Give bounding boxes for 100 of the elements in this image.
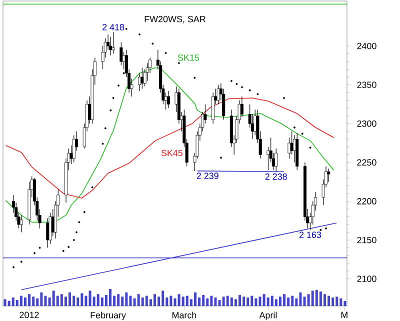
annotation: 2 239 <box>196 172 218 180</box>
bar <box>274 299 278 306</box>
candlestick <box>48 212 52 244</box>
candlestick <box>112 32 115 54</box>
bar <box>84 296 88 306</box>
series-label: SK45 <box>161 150 182 156</box>
bar <box>250 296 254 306</box>
bar <box>303 296 306 306</box>
bar <box>344 300 346 306</box>
candlestick <box>212 92 215 124</box>
bar <box>291 296 294 306</box>
bar <box>234 299 237 306</box>
bar <box>336 296 338 306</box>
y-tick-label: 2250 <box>357 159 376 166</box>
bar <box>182 296 184 306</box>
y-tick-label: 2300 <box>357 120 376 127</box>
bar <box>323 294 326 306</box>
bar <box>100 298 104 306</box>
bar <box>137 294 140 306</box>
bar <box>8 300 10 306</box>
y-tick-label: 2150 <box>357 236 376 244</box>
bar <box>125 292 128 306</box>
bar <box>218 300 221 306</box>
bar <box>40 292 43 306</box>
bar <box>287 298 290 306</box>
candlestick <box>166 90 170 108</box>
y-tick-label: 2350 <box>357 82 376 88</box>
bar <box>206 298 209 306</box>
y-tick-label: 2200 <box>357 198 376 204</box>
bar <box>162 290 164 306</box>
bar <box>246 298 250 306</box>
bar <box>129 296 132 306</box>
bar <box>226 296 229 306</box>
bar <box>283 294 286 306</box>
x-tick-label: March <box>172 312 196 318</box>
bar <box>16 300 18 306</box>
bar <box>24 298 27 306</box>
bar <box>186 296 188 306</box>
bar <box>32 296 35 306</box>
bar <box>270 296 274 306</box>
bar <box>178 294 180 306</box>
bar <box>299 292 302 306</box>
bar <box>262 294 266 306</box>
bar <box>328 296 330 306</box>
bar <box>28 294 31 306</box>
candlestick <box>109 36 112 56</box>
y-tick-label: 2400 <box>357 42 376 50</box>
bar <box>319 292 322 306</box>
bar <box>145 296 148 306</box>
bar <box>315 290 318 306</box>
candlestick <box>20 214 23 233</box>
annotation: 2 238 <box>265 173 287 180</box>
bar <box>64 296 67 306</box>
bar <box>20 296 22 306</box>
bar <box>52 290 55 306</box>
bar <box>133 298 136 306</box>
bar <box>254 298 258 306</box>
bar <box>44 296 47 306</box>
bar <box>68 292 72 306</box>
candlestick <box>72 134 76 163</box>
candlestick <box>216 84 220 105</box>
candlestick <box>240 96 244 118</box>
bar <box>4 299 6 306</box>
candlestick <box>120 42 123 66</box>
bar <box>96 294 100 306</box>
bar <box>60 294 63 306</box>
bar <box>121 296 124 306</box>
bar <box>258 296 262 306</box>
candlestick <box>164 92 168 110</box>
bar <box>202 294 205 306</box>
bar <box>12 298 14 306</box>
x-tick-label: 2012 <box>20 312 39 318</box>
annotation: 2 163 <box>299 232 322 238</box>
text: FW20WS, SAR <box>144 16 206 24</box>
x-tick-label: February <box>90 312 126 320</box>
bar <box>307 294 310 306</box>
x-tick-label: M <box>341 312 348 318</box>
bar <box>141 298 144 306</box>
bar <box>222 296 225 306</box>
annotation: 2 418 <box>102 24 124 30</box>
bar <box>230 298 233 306</box>
bar <box>117 294 120 306</box>
bar <box>266 298 270 306</box>
bar <box>332 298 334 306</box>
candlestick <box>274 148 278 172</box>
bar <box>242 296 246 306</box>
bar <box>311 290 314 306</box>
line-series <box>5 98 334 199</box>
bar <box>174 298 176 306</box>
bar <box>214 298 217 306</box>
bar <box>340 298 342 306</box>
candlestick <box>204 104 207 124</box>
bar <box>170 296 172 306</box>
candlestick <box>290 131 294 155</box>
y-tick-label: 2100 <box>357 276 376 282</box>
bar <box>278 296 282 306</box>
bar <box>72 296 76 306</box>
x-tick-label: April <box>259 312 277 320</box>
bar <box>80 293 84 306</box>
bar <box>76 298 80 306</box>
